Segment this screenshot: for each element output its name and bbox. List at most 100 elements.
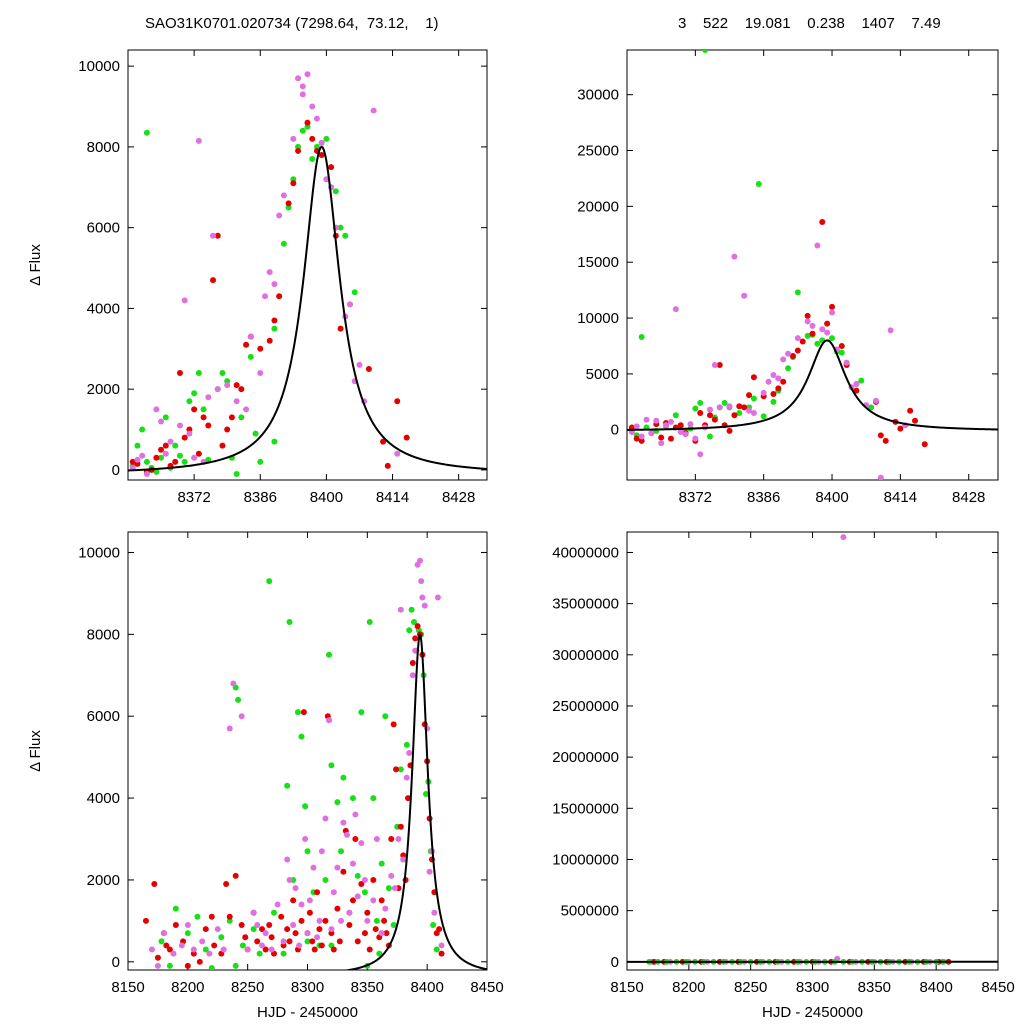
data-point-green xyxy=(271,325,278,332)
data-point-magenta xyxy=(190,946,197,953)
data-point-magenta xyxy=(274,901,281,908)
data-point-magenta xyxy=(347,301,354,308)
data-point-red xyxy=(354,938,361,945)
data-point-green xyxy=(304,938,311,945)
data-point-red xyxy=(882,437,889,444)
data-point-magenta xyxy=(316,917,323,924)
data-point-magenta xyxy=(731,253,738,260)
data-point-green xyxy=(162,414,169,421)
data-point-magenta xyxy=(434,594,441,601)
data-point-red xyxy=(414,623,421,630)
data-point-red xyxy=(370,876,377,883)
data-point-red xyxy=(921,441,928,448)
data-point-magenta xyxy=(421,602,428,609)
data-point-red xyxy=(337,325,344,332)
data-point-red xyxy=(304,119,311,126)
plot-frame xyxy=(626,531,999,971)
y-tick-label: 35000000 xyxy=(552,596,619,613)
data-point-magenta xyxy=(438,942,445,949)
data-point-magenta xyxy=(711,361,718,368)
data-point-red xyxy=(233,382,240,389)
panel-4: 8150 8200 8250 8300 8350 8400 8450 0 5000000 1000… xyxy=(552,531,1015,1021)
data-layer xyxy=(627,50,998,480)
panel-1: 8372 8386 8400 8414 8428 0 2000 4000 6000 8000 100… xyxy=(27,49,488,506)
y-tick-label: 8000 xyxy=(87,139,120,156)
data-point-green xyxy=(158,454,165,461)
data-point-magenta xyxy=(354,893,361,900)
data-point-red xyxy=(163,942,170,949)
data-point-green xyxy=(397,766,404,773)
data-point-red xyxy=(306,909,313,916)
data-point-magenta xyxy=(765,378,772,385)
data-point-red xyxy=(394,398,401,405)
data-point-magenta xyxy=(716,404,723,411)
data-point-green xyxy=(838,349,845,356)
data-point-red xyxy=(746,392,753,399)
data-point-red xyxy=(214,232,221,239)
x-tick-label: 8372 xyxy=(177,489,210,506)
data-point-green xyxy=(340,774,347,781)
data-point-magenta xyxy=(154,962,161,969)
data-point-magenta xyxy=(206,950,213,957)
data-point-red xyxy=(726,427,733,434)
data-point-magenta xyxy=(326,717,333,724)
data-point-magenta xyxy=(250,909,257,916)
data-point-magenta xyxy=(877,474,884,480)
x-axis-label: HJD - 2450000 xyxy=(257,1004,358,1021)
x-axis-label: HJD - 2450000 xyxy=(762,1004,863,1021)
data-point-green xyxy=(191,390,198,397)
data-point-magenta xyxy=(309,103,316,110)
data-point-red xyxy=(384,462,391,469)
data-point-magenta xyxy=(814,242,821,249)
data-point-red xyxy=(809,330,816,337)
data-point-magenta xyxy=(687,421,694,428)
y-axis-label: Δ Flux xyxy=(27,730,44,772)
x-tick-label: 8428 xyxy=(442,489,475,506)
data-point-green xyxy=(385,885,392,892)
y-tick-label: 20000000 xyxy=(552,749,619,766)
data-point-red xyxy=(378,897,385,904)
y-tick-label: 0 xyxy=(611,954,619,971)
data-point-magenta xyxy=(280,938,287,945)
data-point-red xyxy=(257,345,264,352)
data-point-green xyxy=(337,224,344,231)
data-point-red xyxy=(208,913,215,920)
data-point-red xyxy=(706,412,713,419)
plot-frame xyxy=(626,49,999,481)
data-point-magenta xyxy=(356,361,363,368)
data-point-red xyxy=(268,934,275,941)
model-curve xyxy=(627,339,998,431)
y-tick-label: 25000000 xyxy=(552,698,619,715)
data-point-magenta xyxy=(343,831,350,838)
data-point-red xyxy=(181,434,188,441)
data-point-red xyxy=(397,823,404,830)
data-point-magenta xyxy=(313,115,320,122)
data-point-green xyxy=(134,442,141,449)
x-tick-label: 8400 xyxy=(410,979,443,996)
data-point-magenta xyxy=(394,450,401,457)
data-point-green xyxy=(868,404,875,411)
data-point-red xyxy=(158,446,165,453)
data-point-magenta xyxy=(254,921,261,928)
data-point-red xyxy=(799,338,806,345)
data-point-green xyxy=(422,790,429,797)
x-tick-label: 8300 xyxy=(796,979,829,996)
data-point-green xyxy=(328,762,335,769)
data-point-green xyxy=(721,399,728,406)
data-point-green xyxy=(829,335,836,342)
data-point-magenta xyxy=(887,327,894,334)
data-point-red xyxy=(383,930,390,937)
data-point-magenta xyxy=(244,946,251,953)
data-point-green xyxy=(373,917,380,924)
data-point-magenta xyxy=(750,409,757,416)
data-point-red xyxy=(285,200,292,207)
data-point-red xyxy=(210,277,217,284)
data-point-red xyxy=(184,962,191,969)
data-point-red xyxy=(286,938,293,945)
data-point-magenta xyxy=(296,942,303,949)
data-point-red xyxy=(697,409,704,416)
data-point-red xyxy=(176,370,183,377)
data-point-green xyxy=(408,606,415,613)
data-point-magenta xyxy=(214,926,221,933)
data-point-red xyxy=(633,435,640,442)
